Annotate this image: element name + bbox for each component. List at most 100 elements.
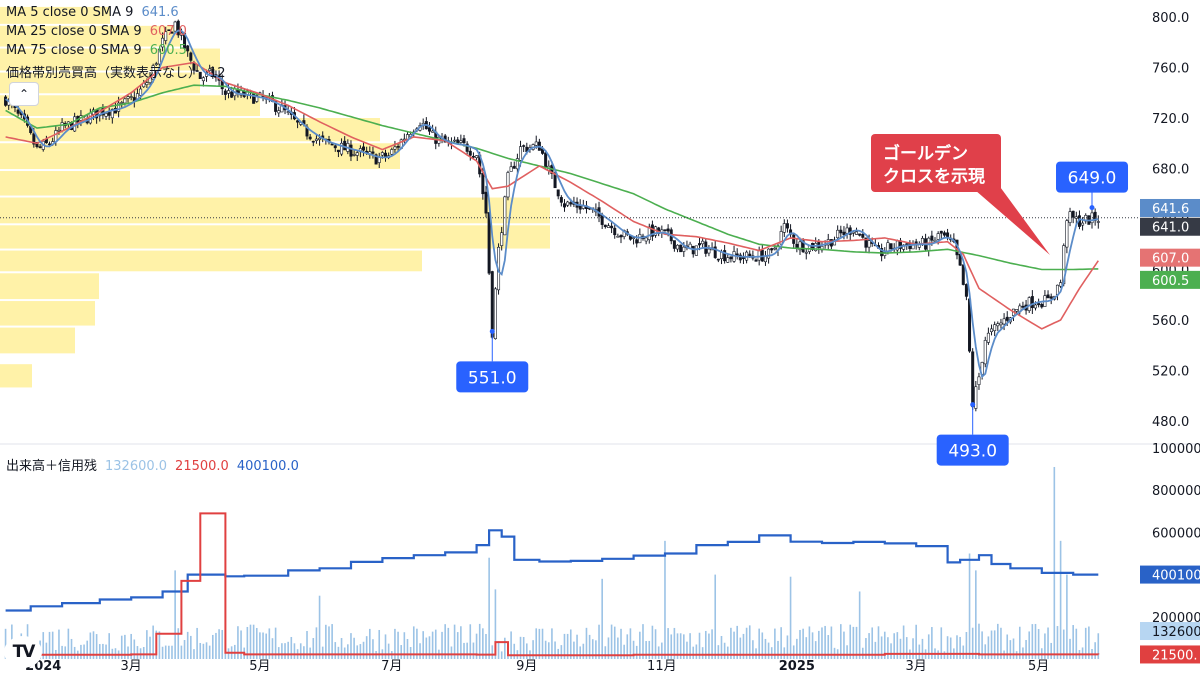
candle-body: [123, 98, 127, 104]
candle-body: [804, 251, 808, 254]
volume-badge-bg: [1140, 645, 1200, 664]
volume-bar: [51, 631, 54, 659]
volume-bar: [478, 623, 481, 659]
candle-body: [355, 152, 359, 156]
volume-bar: [990, 630, 993, 659]
volume-badge-bg: [1140, 565, 1200, 584]
volume-bar: [629, 628, 632, 659]
candle-body: [484, 191, 488, 214]
volume-bar: [456, 632, 459, 659]
candle-body: [836, 229, 840, 239]
candle-body: [650, 224, 654, 237]
volume-bar: [544, 640, 547, 659]
volume-bar: [613, 626, 616, 659]
volume-bar: [887, 637, 889, 659]
volume-bar: [645, 641, 647, 659]
collapse-legend-button[interactable]: ⌃: [9, 82, 39, 106]
volume-bar: [73, 646, 76, 659]
volume-bar: [708, 633, 710, 659]
candle-body: [889, 243, 893, 249]
candle-body: [707, 248, 711, 254]
legend-ma75[interactable]: MA 75 close 0 SMA 9 600.5: [6, 43, 187, 58]
volume-bar: [576, 634, 578, 659]
legend-ma25-label: MA 25 close 0 SMA 9: [6, 24, 142, 39]
volume-badge-bg: [1140, 622, 1200, 641]
callout-box: [1056, 161, 1129, 193]
candle-body: [340, 142, 344, 155]
volume-bar: [733, 631, 735, 659]
volume-bar: [136, 646, 139, 659]
volume-bar: [92, 631, 95, 659]
candle-body: [855, 231, 859, 235]
annotation-line2: クロスを示現: [883, 167, 985, 187]
legend-ma5[interactable]: MA 5 close 0 SMA 9 641.6: [6, 5, 179, 20]
volume-bar: [959, 636, 961, 659]
candle-body: [314, 138, 318, 141]
volume-bar: [1097, 633, 1100, 659]
candle-body: [553, 172, 557, 189]
volume-bar: [463, 642, 465, 659]
volume-bar: [152, 625, 154, 659]
legend-volume-profile[interactable]: 価格帯別売買高（実数表示なし） 12: [6, 62, 226, 81]
annotation-pointer: [975, 180, 1050, 255]
volume-bar: [447, 627, 450, 659]
legend-ma25[interactable]: MA 25 close 0 SMA 9 607.0: [6, 24, 187, 39]
volume-bar: [984, 644, 987, 659]
volume-bar: [679, 633, 682, 659]
volume-bar: [315, 627, 318, 659]
volume-bar: [551, 628, 553, 659]
volume-bar: [692, 646, 695, 659]
volume-bar: [149, 636, 151, 659]
volume-bar: [208, 645, 211, 659]
price-tick-label: 560.0: [1152, 314, 1189, 329]
candle-body: [723, 250, 727, 262]
candle-body: [519, 146, 523, 161]
volume-bar: [394, 628, 396, 659]
volume-bar: [343, 647, 346, 659]
volume-bar: [852, 626, 855, 659]
candle-body: [993, 324, 997, 332]
volume-bar: [978, 623, 980, 659]
candle-body: [1096, 221, 1100, 223]
volume-bar: [726, 646, 729, 659]
volume-bar: [1059, 540, 1062, 659]
volume-bar: [915, 624, 917, 659]
candle-body: [1030, 296, 1034, 309]
volume-badge-label: 132600: [1152, 625, 1200, 640]
volume-bar: [205, 642, 208, 659]
volume-bar: [874, 641, 877, 659]
annotation-box: [871, 134, 1001, 192]
volume-bar: [359, 644, 362, 659]
candle-body: [773, 247, 777, 250]
candle-body: [666, 228, 670, 232]
volume-bar: [83, 644, 85, 659]
candle-body: [942, 232, 946, 236]
volume-bar: [883, 631, 886, 659]
volume-bar: [350, 633, 352, 659]
tradingview-logo[interactable]: TV: [4, 636, 42, 668]
candle-body: [1046, 294, 1050, 299]
volume-bar: [45, 642, 48, 659]
volume-bar: [249, 624, 252, 659]
volume-bar: [48, 631, 51, 659]
volume-bar: [987, 636, 990, 659]
candle-body: [1002, 318, 1006, 325]
volume-bar: [858, 591, 861, 659]
volume-bar: [171, 645, 173, 659]
volume-bar: [1069, 638, 1071, 659]
short-balance-line: [5, 512, 1100, 657]
price-badge-label: 607.0: [1152, 252, 1189, 267]
volume-bar: [428, 636, 431, 659]
candle-body: [374, 154, 378, 165]
volume-bar: [441, 631, 443, 659]
volume-bar: [541, 628, 544, 659]
volume-bar: [513, 643, 516, 659]
volume-bar: [805, 637, 808, 659]
price-badge-bg: [1140, 217, 1200, 236]
candle-body: [201, 77, 205, 82]
price-tick-label: 480.0: [1152, 415, 1189, 430]
volume-bar: [767, 642, 770, 659]
legend-volume[interactable]: 出来高＋信用残 132600.0 21500.0 400100.0: [6, 455, 299, 474]
volume-bar: [730, 627, 732, 659]
